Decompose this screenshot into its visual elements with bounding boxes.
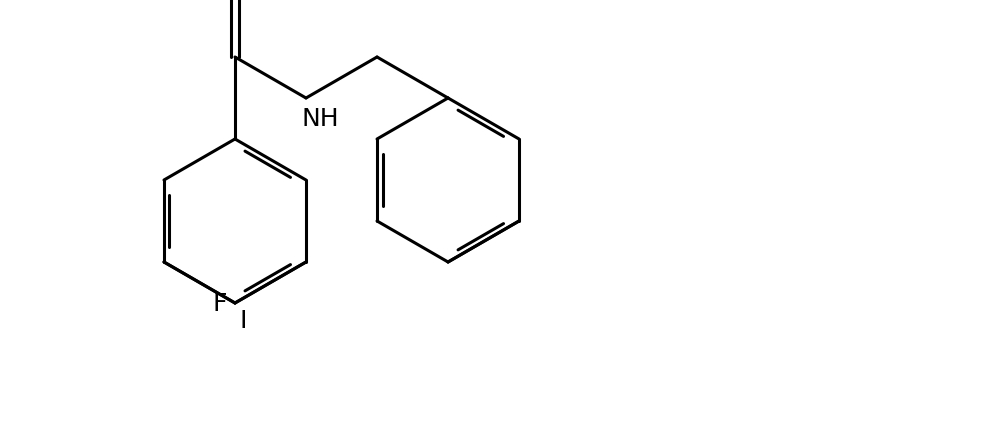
Text: NH: NH [301,107,339,131]
Text: F: F [212,291,227,315]
Text: I: I [240,308,247,332]
